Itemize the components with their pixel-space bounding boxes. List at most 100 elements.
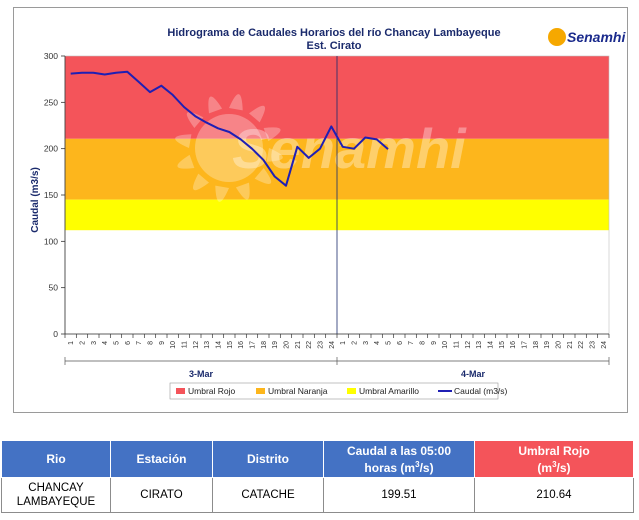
legend-swatch [347,388,356,394]
x-hour-label: 3 [363,341,370,345]
x-hour-label: 20 [556,341,563,349]
cell-rio: CHANCAY LAMBAYEQUE [1,477,111,513]
x-hour-label: 20 [284,341,291,349]
y-tick-label: 100 [44,236,58,246]
sun-ray [229,94,243,111]
legend-entry: Umbral Rojo [188,386,236,396]
x-hour-label: 17 [250,341,257,349]
chart-subtitle: Est. Cirato [306,40,361,52]
x-hour-label: 10 [170,341,177,349]
x-hour-label: 24 [601,341,608,349]
x-hour-label: 12 [465,341,472,349]
x-hour-label: 21 [295,341,302,349]
x-hour-label: 23 [590,341,597,349]
sun-ray [186,111,204,128]
table-header-row: Rio Estación Distrito Caudal a las 05:00… [1,440,634,478]
sun-ray [175,134,192,148]
y-tick-label: 150 [44,190,58,200]
x-hour-label: 15 [227,341,234,349]
summary-table: Rio Estación Distrito Caudal a las 05:00… [1,440,634,513]
x-hour-label: 19 [544,341,551,349]
legend-entry: Umbral Naranja [268,386,328,396]
x-hour-label: 8 [148,341,155,345]
x-hour-label: 1 [340,341,347,345]
legend-swatch [176,388,185,394]
y-tick-label: 250 [44,97,58,107]
x-hour-label: 13 [476,341,483,349]
x-hour-label: 22 [578,341,585,349]
chart-legend: Umbral Rojo Umbral Naranja Umbral Amarillo… [169,382,508,400]
x-hour-label: 4 [374,341,381,345]
sun-ray [266,148,283,162]
header-distrito: Distrito [212,440,324,478]
x-hour-label: 2 [352,341,359,345]
x-hour-label: 6 [397,341,404,345]
sun-ray [177,154,195,169]
x-hour-label: 12 [193,341,200,349]
series-caudal [70,70,389,187]
sun-ray [249,105,266,123]
x-hour-label: 16 [238,341,245,349]
sun-core [195,114,263,182]
x-axis: 1 2 3 4 5 6 7 8 9 10 11 12 13 14 15 16 17 18 19 20 21 22 23 243… [64,333,610,379]
sun-ray [192,173,209,191]
sun-ray [235,182,250,200]
chart-title: Hidrograma de Caudales Horarios del río … [167,27,500,39]
x-hour-label: 1 [68,341,75,345]
x-day-label: 3-Mar [189,369,214,379]
x-hour-label: 24 [329,341,336,349]
legend-frame [169,382,499,400]
x-hour-label: 18 [261,341,268,349]
cell-distrito: CATACHE [212,477,324,513]
header-caudal: Caudal a las 05:00 horas (m3/s) [323,440,475,478]
x-hour-label: 22 [306,341,313,349]
sun-ray [254,168,272,185]
sun-ray [215,185,229,202]
x-hour-label: 14 [216,341,223,349]
legend-entry: Caudal (m3/s) [454,386,508,396]
x-hour-label: 9 [431,341,438,345]
y-axis: 0 50 100 150 200 250 300 [44,51,66,339]
sun-icon [548,28,566,46]
y-tick-label: 0 [53,329,58,339]
legend-swatch [256,388,265,394]
y-tick-label: 300 [44,51,58,61]
x-hour-label: 8 [420,341,427,345]
logo-text: Senamhi [567,29,626,45]
x-hour-label: 21 [567,341,574,349]
x-hour-label: 19 [272,341,279,349]
x-hour-label: 23 [318,341,325,349]
series-line-caudal [70,70,389,187]
y-tick-label: 200 [44,144,58,154]
sun-ray [263,127,281,142]
x-hour-label: 2 [80,341,87,345]
y-axis-label: Caudal (m3/s) [30,167,41,233]
sun-watermark-icon [175,94,283,202]
x-hour-label: 5 [386,341,393,345]
x-hour-label: 16 [510,341,517,349]
x-day-label: 4-Mar [461,369,486,379]
senamhi-logo: Senamhi [548,28,626,46]
x-hour-label: 18 [533,341,540,349]
y-tick-label: 50 [49,283,59,293]
hydrograph-chart: Senamhi 0 50 100 150 200 250 300 1 2 3 4 5 6 7 8 9 10 11… [13,7,628,413]
x-hour-label: 17 [522,341,529,349]
x-hour-label: 9 [159,341,166,345]
x-hour-label: 13 [204,341,211,349]
legend-entry: Umbral Amarillo [359,386,419,396]
sun-ray [208,96,223,114]
x-hour-label: 7 [408,341,415,345]
x-hour-label: 11 [454,341,461,348]
x-hour-label: 11 [182,341,189,348]
x-hour-label: 6 [125,341,132,345]
x-hour-label: 10 [442,341,449,349]
cell-umbral: 210.64 [474,477,634,513]
header-estacion: Estación [110,440,213,478]
table-row: CHANCAY LAMBAYEQUE CIRATO CATACHE 199.51 … [1,477,634,513]
x-hour-label: 14 [488,341,495,349]
header-umbral-rojo: Umbral Rojo (m3/s) [474,440,634,478]
x-hour-label: 3 [91,341,98,345]
header-rio: Rio [1,440,111,478]
cell-caudal: 199.51 [323,477,475,513]
